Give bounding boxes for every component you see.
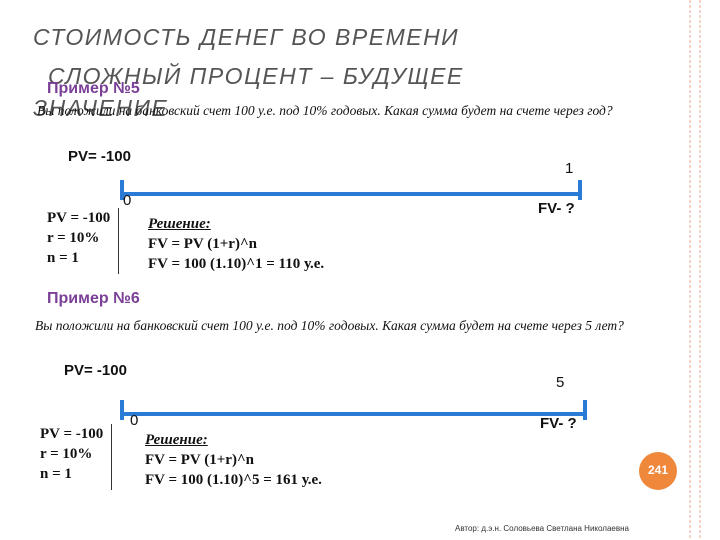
given: PV = -100 r = 10% n = 1 — [40, 424, 113, 490]
start-label: 0 — [130, 412, 139, 429]
example-heading: Пример №5 — [47, 80, 140, 97]
solution-title: Решение: — [145, 432, 208, 448]
given-item: PV = -100 — [40, 426, 104, 442]
author: Автор: д.э.н. Соловьева Светлана Николае… — [455, 524, 629, 533]
given-item: n = 1 — [47, 250, 79, 266]
solution: Решение: FV = PV (1+r)^n FV = 100 (1.10)… — [148, 214, 324, 274]
example-heading: Пример №6 — [47, 290, 140, 307]
question: Вы положили на банковский счет 100 у.е. … — [37, 103, 613, 118]
start-label: 0 — [123, 192, 132, 209]
solution: Решение: FV = PV (1+r)^n FV = 100 (1.10)… — [145, 430, 322, 490]
pv-label: PV= -100 — [64, 362, 127, 379]
given-item: n = 1 — [40, 466, 72, 482]
title-line: СЛОЖНЫЙ ПРОЦЕНТ – БУДУЩЕЕ ЗНАЧЕНИЕ — [33, 63, 464, 121]
solution-line: FV = PV (1+r)^n — [145, 452, 254, 468]
solution-line: FV = PV (1+r)^n — [148, 236, 257, 252]
solution-line: FV = 100 (1.10)^5 = 161 у.е. — [145, 472, 322, 488]
end-label: 1 — [565, 160, 574, 177]
given-item: r = 10% — [47, 230, 100, 246]
fv-label: FV- ? — [540, 415, 577, 432]
given: PV = -100 r = 10% n = 1 — [47, 208, 120, 274]
pv-label: PV= -100 — [68, 148, 131, 165]
page-number: 241 — [647, 463, 669, 477]
given-item: PV = -100 — [47, 210, 111, 226]
end-label: 5 — [556, 374, 565, 391]
question: Вы положили на банковский счет 100 у.е. … — [35, 318, 624, 333]
title-line: СТОИМОСТЬ ДЕНЕГ ВО ВРЕМЕНИ — [33, 24, 460, 50]
fv-label: FV- ? — [538, 200, 575, 217]
solution-title: Решение: — [148, 216, 211, 232]
solution-line: FV = 100 (1.10)^1 = 110 у.е. — [148, 256, 325, 272]
given-item: r = 10% — [40, 446, 93, 462]
